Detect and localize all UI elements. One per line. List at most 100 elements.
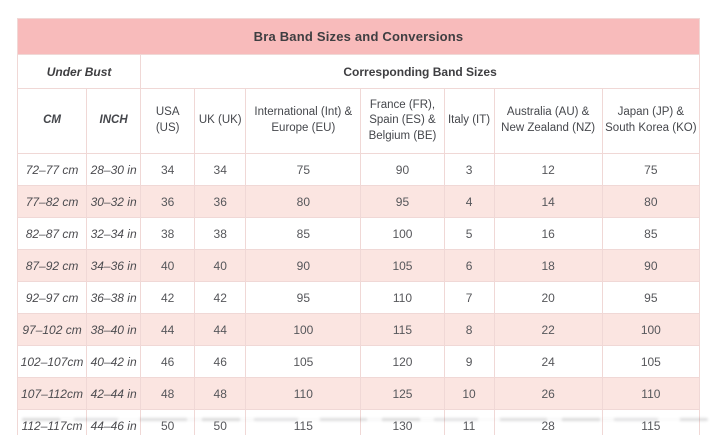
table-cell: 110 xyxy=(245,377,362,410)
table-cell: 50 xyxy=(194,409,247,435)
table-row: 72–77 cm 28–30 in 34 34 75 90 3 12 75 xyxy=(16,153,701,186)
table-row: 107–112cm 42–44 in 48 48 110 125 10 26 110 xyxy=(16,377,701,410)
table-cell: 44 xyxy=(140,313,196,346)
column-header-row: CM INCH USA (US) UK (UK) International (… xyxy=(16,88,701,154)
table-cell: 82–87 cm xyxy=(16,217,88,250)
table-cell: 38 xyxy=(140,217,196,250)
column-header-international-europe: International (Int) & Europe (EU) xyxy=(245,88,362,154)
table-cell: 14 xyxy=(493,185,603,218)
table-cell: 42 xyxy=(140,281,196,314)
table-row: 97–102 cm 38–40 in 44 44 100 115 8 22 100 xyxy=(16,313,701,346)
table-cell: 18 xyxy=(493,249,603,282)
table-cell: 87–92 cm xyxy=(16,249,88,282)
table-cell: 102–107cm xyxy=(16,345,88,378)
table-cell: 115 xyxy=(601,409,701,435)
table-cell: 85 xyxy=(601,217,701,250)
table-cell: 42 xyxy=(194,281,247,314)
table-cell: 20 xyxy=(493,281,603,314)
table-cell: 38–40 in xyxy=(86,313,142,346)
column-header-usa: USA (US) xyxy=(140,88,196,154)
table-cell: 36 xyxy=(194,185,247,218)
table-row: 92–97 cm 36–38 in 42 42 95 110 7 20 95 xyxy=(16,281,701,314)
column-header-uk: UK (UK) xyxy=(194,88,247,154)
table-cell: 10 xyxy=(443,377,495,410)
table-cell: 110 xyxy=(601,377,701,410)
table-cell: 22 xyxy=(493,313,603,346)
group-header-under-bust: Under Bust xyxy=(16,54,142,89)
table-cell: 40 xyxy=(194,249,247,282)
table-cell: 90 xyxy=(245,249,362,282)
table-cell: 44–46 in xyxy=(86,409,142,435)
table-cell: 7 xyxy=(443,281,495,314)
table-cell: 95 xyxy=(245,281,362,314)
table-cell: 12 xyxy=(493,153,603,186)
table-row: 87–92 cm 34–36 in 40 40 90 105 6 18 90 xyxy=(16,249,701,282)
table-cell: 6 xyxy=(443,249,495,282)
table-cell: 4 xyxy=(443,185,495,218)
table-cell: 46 xyxy=(194,345,247,378)
column-header-cm: CM xyxy=(16,88,88,154)
table-cell: 100 xyxy=(360,217,445,250)
table-cell: 44 xyxy=(194,313,247,346)
bra-band-size-table: Bra Band Sizes and Conversions Under Bus… xyxy=(16,18,701,435)
table-cell: 77–82 cm xyxy=(16,185,88,218)
table-cell: 110 xyxy=(360,281,445,314)
bottom-cropped-text-artifact xyxy=(22,418,708,421)
group-header-corresponding-band-sizes: Corresponding Band Sizes xyxy=(140,54,700,89)
table-cell: 115 xyxy=(245,409,362,435)
table-cell: 40–42 in xyxy=(86,345,142,378)
table-cell: 36 xyxy=(140,185,196,218)
table-cell: 36–38 in xyxy=(86,281,142,314)
table-title: Bra Band Sizes and Conversions xyxy=(17,18,700,55)
table-cell: 48 xyxy=(194,377,247,410)
table-cell: 28–30 in xyxy=(86,153,142,186)
table-cell: 80 xyxy=(601,185,701,218)
table-cell: 75 xyxy=(601,153,701,186)
table-cell: 125 xyxy=(360,377,445,410)
table-cell: 50 xyxy=(140,409,196,435)
table-row: 112–117cm 44–46 in 50 50 115 130 11 28 115 xyxy=(16,409,701,435)
table-cell: 120 xyxy=(360,345,445,378)
table-cell: 130 xyxy=(360,409,445,435)
table-cell: 42–44 in xyxy=(86,377,142,410)
table-cell: 9 xyxy=(443,345,495,378)
table-cell: 16 xyxy=(493,217,603,250)
table-cell: 34 xyxy=(140,153,196,186)
table-cell: 90 xyxy=(360,153,445,186)
table-title-row: Bra Band Sizes and Conversions xyxy=(17,18,700,55)
table-cell: 107–112cm xyxy=(16,377,88,410)
table-cell: 95 xyxy=(360,185,445,218)
table-cell: 92–97 cm xyxy=(16,281,88,314)
table-row: 82–87 cm 32–34 in 38 38 85 100 5 16 85 xyxy=(16,217,701,250)
table-cell: 34 xyxy=(194,153,247,186)
group-header-row: Under Bust Corresponding Band Sizes xyxy=(16,54,700,89)
column-header-japan-south-korea: Japan (JP) & South Korea (KO) xyxy=(601,88,701,154)
table-cell: 24 xyxy=(493,345,603,378)
table-cell: 8 xyxy=(443,313,495,346)
table-cell: 48 xyxy=(140,377,196,410)
table-cell: 85 xyxy=(245,217,362,250)
column-header-australia-new-zealand: Australia (AU) & New Zealand (NZ) xyxy=(493,88,603,154)
table-body: 72–77 cm 28–30 in 34 34 75 90 3 12 75 77–82 cm 30–… xyxy=(16,153,701,435)
table-cell: 72–77 cm xyxy=(16,153,88,186)
table-cell: 115 xyxy=(360,313,445,346)
table-cell: 40 xyxy=(140,249,196,282)
table-cell: 46 xyxy=(140,345,196,378)
table-cell: 32–34 in xyxy=(86,217,142,250)
table-cell: 100 xyxy=(601,313,701,346)
table-cell: 105 xyxy=(245,345,362,378)
table-cell: 105 xyxy=(360,249,445,282)
table-cell: 34–36 in xyxy=(86,249,142,282)
table-cell: 80 xyxy=(245,185,362,218)
column-header-inch: INCH xyxy=(86,88,142,154)
table-cell: 5 xyxy=(443,217,495,250)
table-cell: 95 xyxy=(601,281,701,314)
table-cell: 112–117cm xyxy=(16,409,88,435)
table-cell: 38 xyxy=(194,217,247,250)
table-cell: 105 xyxy=(601,345,701,378)
table-row: 102–107cm 40–42 in 46 46 105 120 9 24 105 xyxy=(16,345,701,378)
table-cell: 90 xyxy=(601,249,701,282)
table-cell: 11 xyxy=(443,409,495,435)
table-cell: 26 xyxy=(493,377,603,410)
